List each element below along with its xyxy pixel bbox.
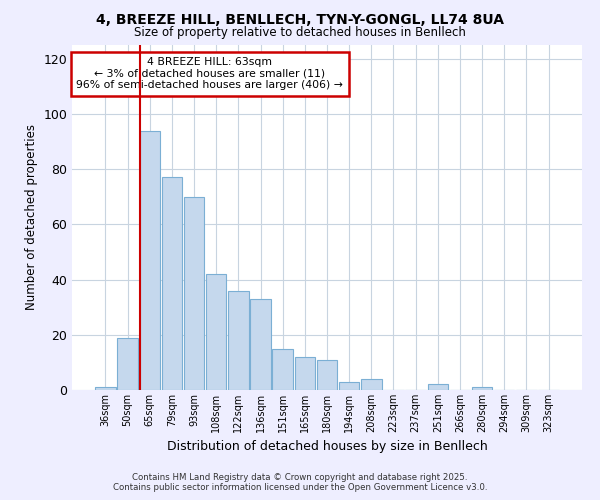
Bar: [118, 338, 138, 390]
Bar: [140, 130, 160, 390]
Text: 4, BREEZE HILL, BENLLECH, TYN-Y-GONGL, LL74 8UA: 4, BREEZE HILL, BENLLECH, TYN-Y-GONGL, L…: [96, 12, 504, 26]
Bar: [272, 348, 293, 390]
Bar: [250, 299, 271, 390]
Bar: [228, 290, 248, 390]
Bar: [161, 178, 182, 390]
Bar: [361, 379, 382, 390]
X-axis label: Distribution of detached houses by size in Benllech: Distribution of detached houses by size …: [167, 440, 487, 454]
Text: Size of property relative to detached houses in Benllech: Size of property relative to detached ho…: [134, 26, 466, 39]
Text: 4 BREEZE HILL: 63sqm
← 3% of detached houses are smaller (11)
96% of semi-detach: 4 BREEZE HILL: 63sqm ← 3% of detached ho…: [76, 57, 343, 90]
Text: Contains HM Land Registry data © Crown copyright and database right 2025.
Contai: Contains HM Land Registry data © Crown c…: [113, 473, 487, 492]
Bar: [339, 382, 359, 390]
Bar: [317, 360, 337, 390]
Bar: [428, 384, 448, 390]
Bar: [295, 357, 315, 390]
Bar: [184, 197, 204, 390]
Bar: [95, 387, 116, 390]
Y-axis label: Number of detached properties: Number of detached properties: [25, 124, 38, 310]
Bar: [472, 387, 493, 390]
Bar: [206, 274, 226, 390]
